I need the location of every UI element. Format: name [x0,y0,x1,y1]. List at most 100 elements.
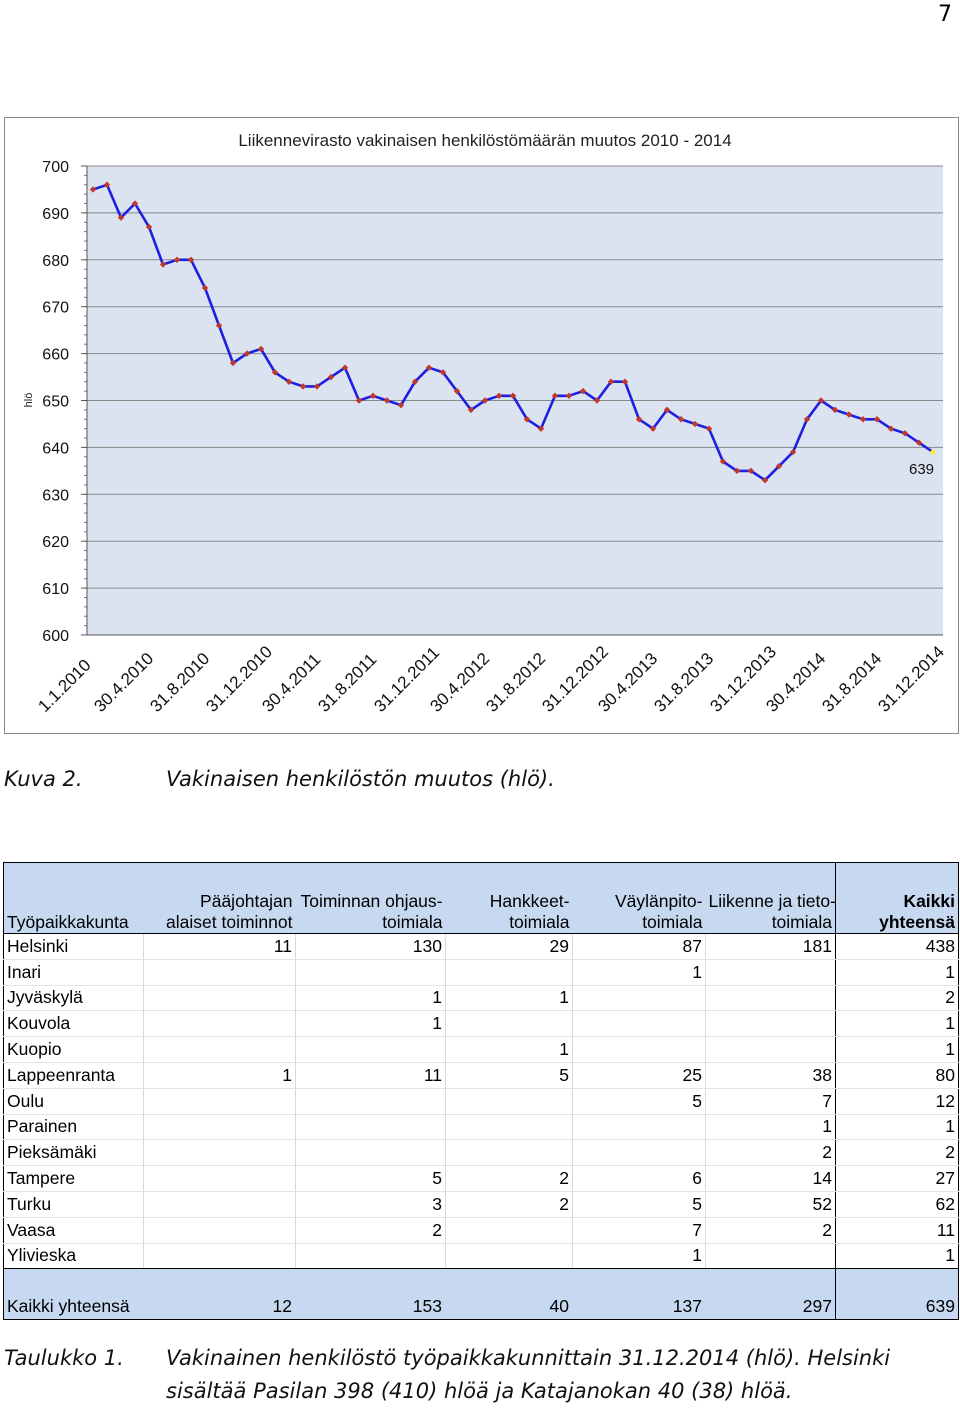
data-point [509,392,517,400]
row-label: Kuopio [3,1036,144,1063]
table-row: Vaasa 2 7 2 11 [3,1217,959,1244]
data-point [663,406,671,414]
data-point [201,284,209,292]
table-cell: 1 [445,985,573,1012]
data-point [103,181,111,188]
table-cell: 11 [295,1062,446,1089]
data-point [327,373,335,381]
data-point [747,467,755,475]
table-cell: 6 [572,1165,706,1192]
data-point [313,383,321,390]
figure-caption: Kuva 2. Vakinaisen henkilöstön muutos (hl… [4,767,555,791]
data-point [579,387,587,395]
table-row: Inari 1 1 [3,959,959,986]
data-point [537,425,545,432]
table-cell [572,1114,706,1141]
row-label: Kouvola [3,1010,144,1038]
figure-caption-text: Vakinaisen henkilöstön muutos (hlö). [166,767,555,791]
table-cell [705,1243,836,1270]
table-cell: 11 [835,1217,959,1244]
column-header-line: Pääjohtajan [200,891,293,911]
table-cell [143,1036,296,1063]
table-cell: 1 [572,1243,706,1270]
data-point [467,406,475,414]
data-point [845,411,853,418]
table-cell: 438 [835,933,959,960]
table-cell: 2 [295,1217,446,1244]
table-cell: 1 [835,1243,959,1270]
table-caption: Taulukko 1. Vakinainen henkilöstö työpaik… [4,1342,890,1408]
table-cell: 27 [835,1165,959,1192]
row-label: Parainen [3,1114,144,1141]
table-cell: 2 [445,1191,573,1218]
row-label: Jyväskylä [3,985,144,1012]
data-point [425,364,433,371]
row-label: Lappeenranta [3,1062,144,1089]
data-point [873,416,881,423]
table-cell [143,1243,296,1270]
data-point [523,416,531,423]
table-cell [295,1114,446,1141]
table-row: Tampere 5 2 6 14 27 [3,1165,959,1192]
table-cell [445,1088,573,1115]
column-header-line: toimiala [771,912,832,932]
data-point [901,430,909,437]
column-header-line: Kaikki [903,891,955,911]
table-cell: 2 [445,1165,573,1192]
table-cell [445,959,573,986]
total-row: Kaikki yhteensä 12 153 40 137 297 639 [3,1268,959,1321]
table-cell: 1 [143,1062,296,1089]
table-row: Turku 3 2 5 52 62 [3,1191,959,1218]
row-label: Ylivieska [3,1243,144,1270]
x-tick-label: 31.8.2012 [482,649,549,716]
data-point [915,439,923,446]
table-cell: 137 [572,1268,706,1321]
table-cell: 38 [705,1062,836,1089]
data-point [607,378,615,385]
table-cell [705,1010,836,1038]
table-cell [445,1217,573,1244]
table-cell: 1 [295,985,446,1012]
staff-table-wrap: Työpaikkakunta Pääjohtajan alaiset toiminn… [3,862,959,1321]
table-cell: 1 [835,1010,959,1038]
data-point [439,369,447,376]
table-cell [143,959,296,986]
table-cell: 12 [835,1088,959,1115]
figure-caption-label: Kuva 2. [4,767,83,791]
table-caption-line1: Vakinainen henkilöstö työpaikkakunnittai… [166,1346,891,1370]
table-cell [143,1139,296,1167]
table-cell [143,985,296,1012]
x-tick-label: 31.12.2014 [874,642,948,716]
table-caption-label: Taulukko 1. [4,1346,124,1370]
table-cell: 80 [835,1062,959,1089]
data-point [859,416,867,423]
table-cell: 25 [572,1062,706,1089]
data-point [285,378,293,385]
column-header-line: Toiminnan ohjaus- [300,891,443,911]
data-point [761,477,769,484]
column-header-line: alaiset toiminnot [166,912,293,932]
table-cell [295,1139,446,1167]
x-tick-label: 31.8.2013 [650,649,717,716]
table-row: Helsinki 11 130 29 87 181 438 [3,933,959,960]
table-cell [445,1010,573,1038]
table-cell: 11 [143,933,296,960]
data-point [775,462,783,470]
x-tick-label: 31.8.2011 [314,650,380,716]
row-label: Pieksämäki [3,1139,144,1167]
table-cell: 1 [705,1114,836,1141]
table-cell: 62 [835,1191,959,1218]
x-tick-label: 1.1.2010 [34,656,94,716]
y-tick-label: 610 [42,581,69,598]
table-row: Kuopio 1 1 [3,1036,959,1063]
table-cell: 29 [445,933,573,960]
data-point [117,214,125,221]
table-cell: 3 [295,1191,446,1218]
table-cell [705,985,836,1012]
data-point [481,397,489,404]
data-point [159,261,167,268]
table-cell: 153 [295,1268,446,1321]
table-row: Lappeenranta 1 11 5 25 38 80 [3,1062,959,1089]
table-cell: 1 [295,1010,446,1038]
data-point [411,378,419,385]
